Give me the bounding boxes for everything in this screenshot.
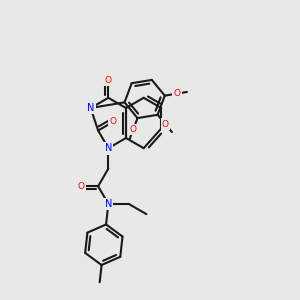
Text: O: O	[162, 120, 169, 129]
Text: N: N	[105, 199, 112, 209]
Text: O: O	[105, 76, 112, 85]
Text: O: O	[130, 125, 137, 134]
Text: N: N	[105, 143, 112, 153]
Text: O: O	[110, 117, 117, 126]
Text: O: O	[77, 182, 84, 191]
Text: N: N	[87, 103, 94, 113]
Text: O: O	[173, 89, 180, 98]
